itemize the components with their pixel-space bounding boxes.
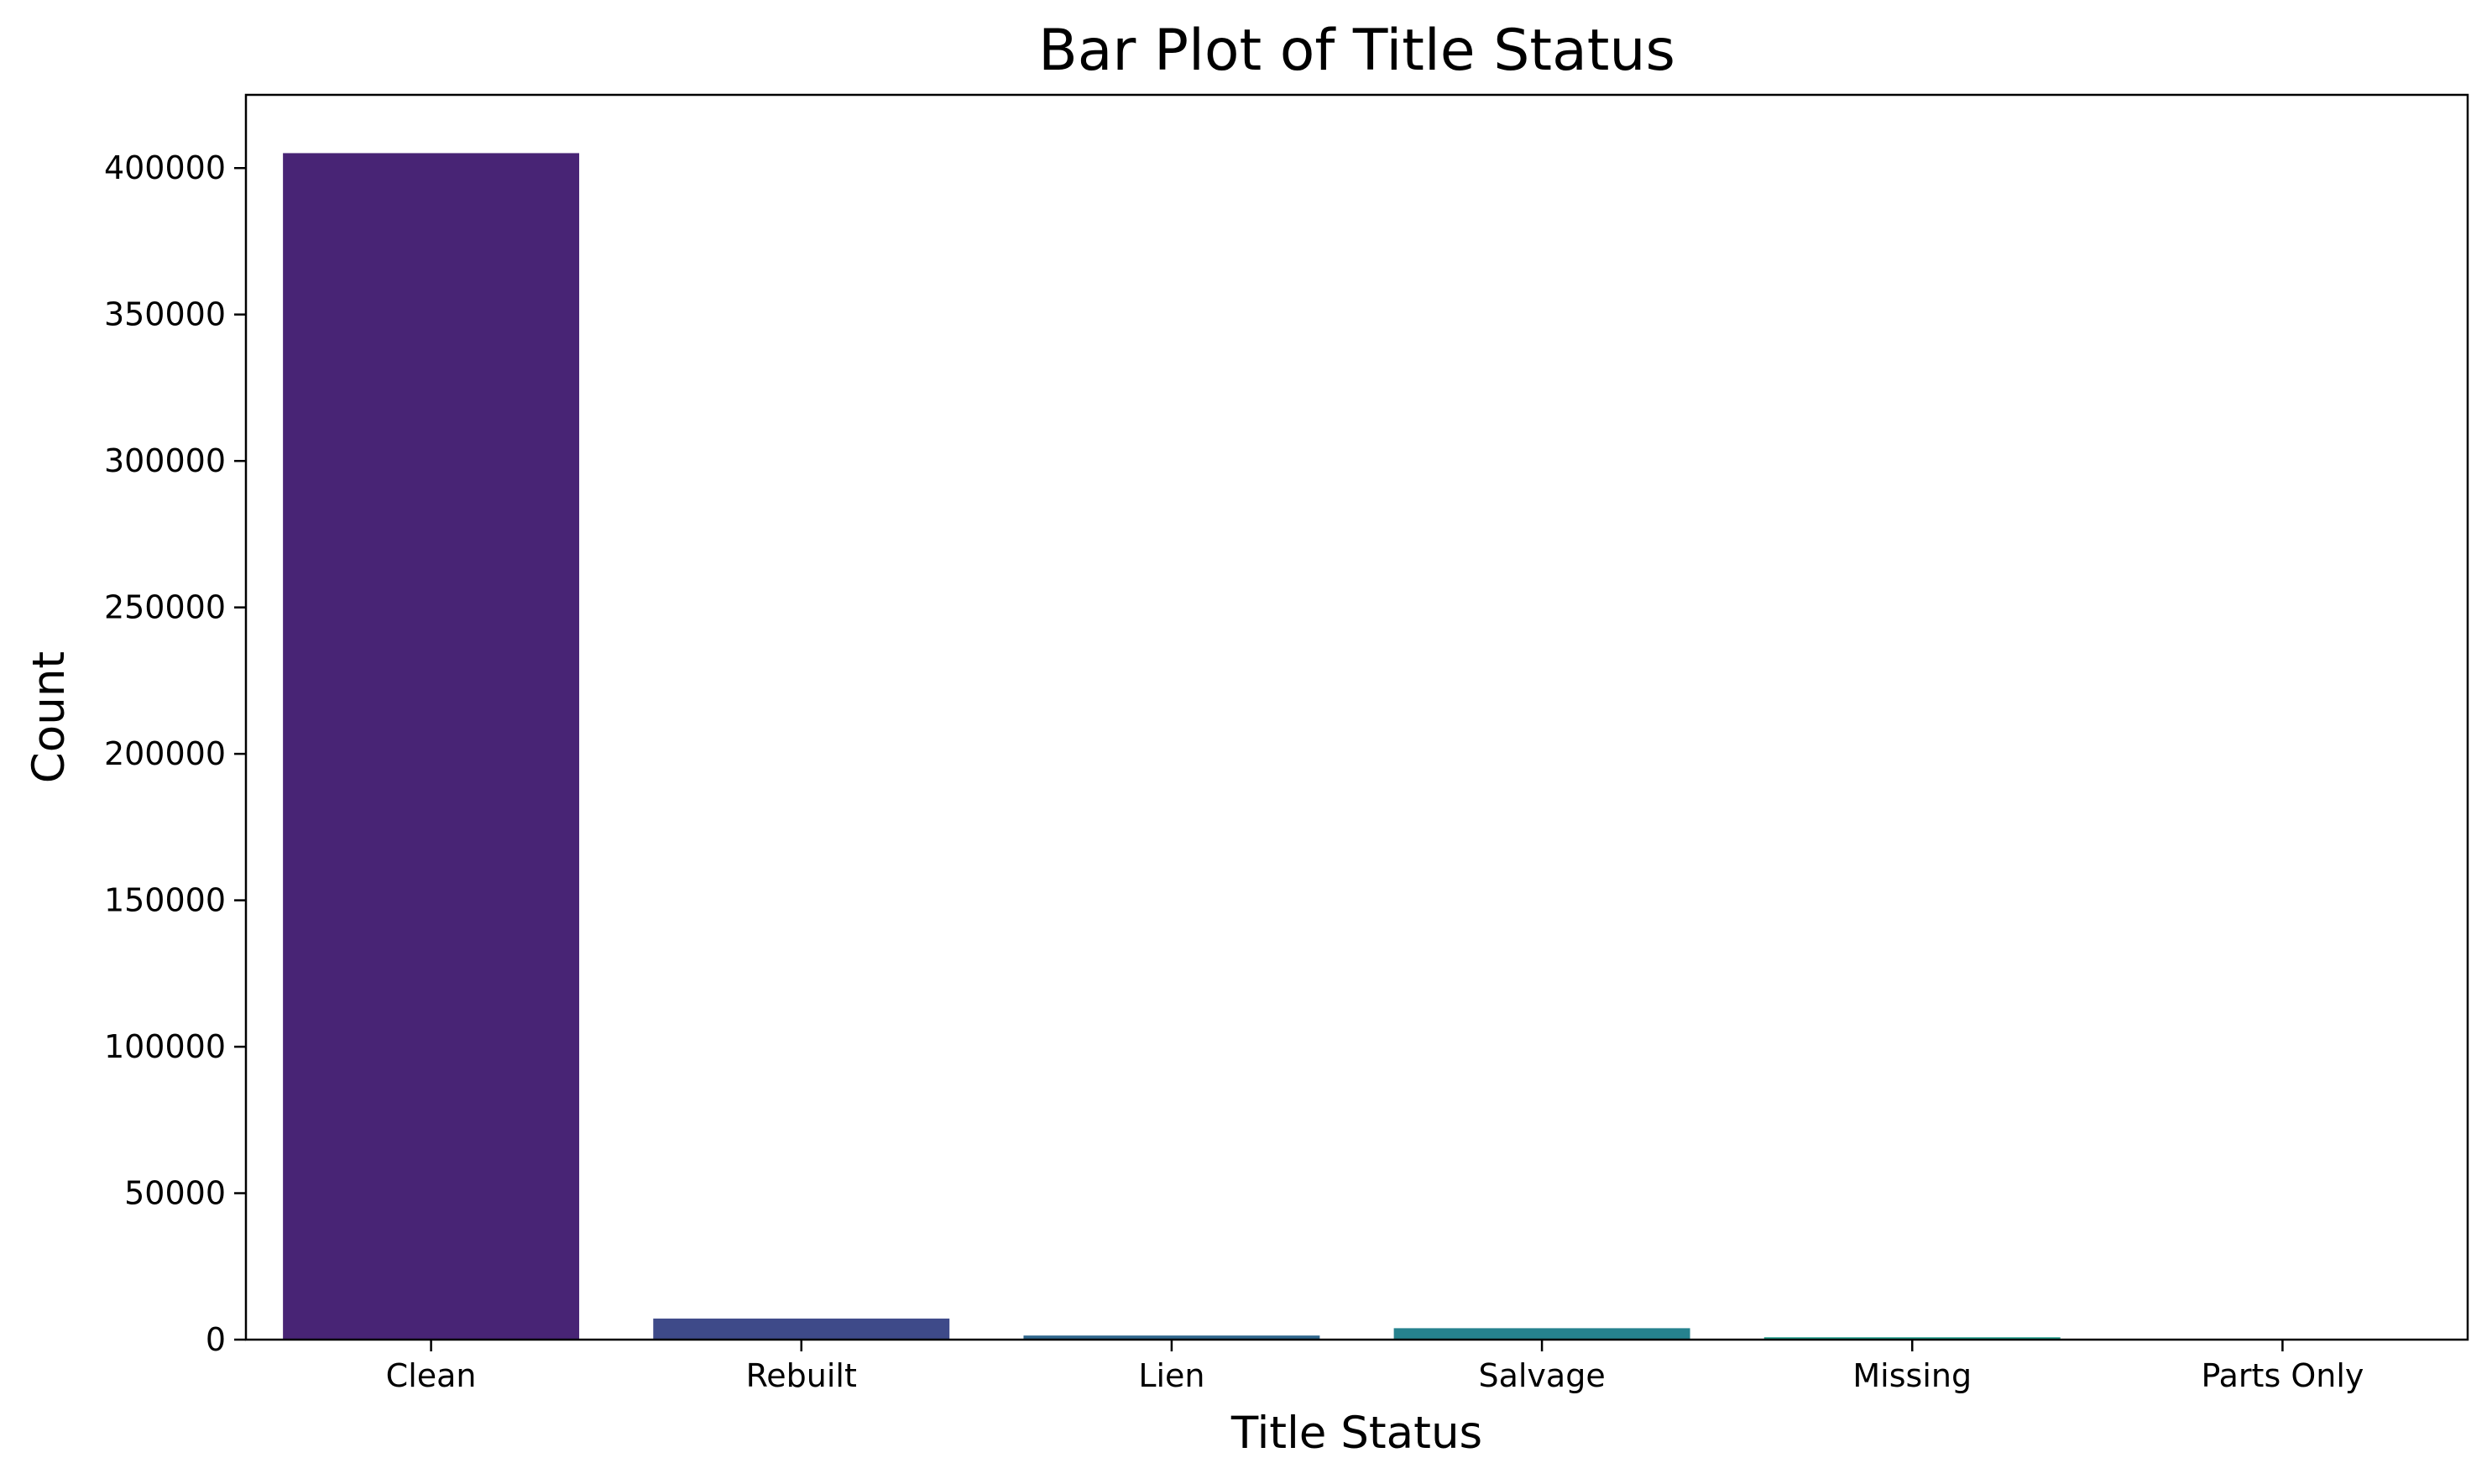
bar-missing	[1763, 1337, 2061, 1340]
y-axis-title: Count	[24, 651, 75, 783]
bar-rebuilt	[653, 1318, 950, 1340]
y-tick-label: 50000	[124, 1175, 226, 1212]
y-tick-label: 250000	[104, 589, 226, 626]
y-tick-label: 150000	[104, 882, 226, 919]
x-axis-title: Title Status	[1230, 1408, 1482, 1459]
chart-title: Bar Plot of Title Status	[1038, 18, 1675, 84]
y-tick-label: 100000	[104, 1028, 226, 1065]
y-tick-label: 300000	[104, 442, 226, 479]
bar-clean	[283, 153, 580, 1340]
x-tick-label: Rebuilt	[746, 1357, 857, 1394]
bar-salvage	[1393, 1328, 1690, 1340]
plot-frame	[244, 93, 2469, 1341]
x-tick-label: Lien	[1138, 1357, 1204, 1394]
x-axis: Clean Rebuilt Lien Salvage Missing Parts Only	[386, 1340, 2364, 1394]
y-tick-label: 200000	[104, 735, 226, 772]
y-axis: 0 50000 100000 150000 200000 250000 300000 3500…	[104, 149, 246, 1358]
x-tick-label: Clean	[386, 1357, 477, 1394]
y-tick-label: 400000	[104, 149, 226, 186]
y-tick-label: 0	[206, 1321, 226, 1358]
x-tick-label: Parts Only	[2201, 1357, 2364, 1394]
bars-group	[283, 153, 2431, 1340]
x-tick-label: Salvage	[1478, 1357, 1605, 1394]
bar-lien	[1023, 1335, 1320, 1340]
x-tick-label: Missing	[1852, 1357, 1972, 1394]
y-tick-label: 350000	[104, 296, 226, 333]
